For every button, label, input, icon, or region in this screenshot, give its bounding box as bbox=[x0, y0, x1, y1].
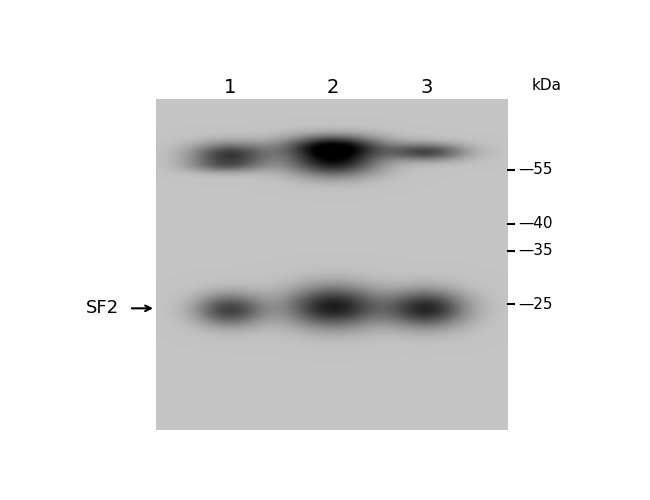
Text: 1: 1 bbox=[224, 78, 236, 97]
Text: 2: 2 bbox=[327, 78, 339, 97]
Text: —55: —55 bbox=[519, 162, 553, 177]
Bar bbox=[81, 60, 156, 445]
Bar bbox=[508, 60, 585, 445]
Bar bbox=[156, 60, 508, 98]
Text: 3: 3 bbox=[420, 78, 432, 97]
Text: —40: —40 bbox=[519, 216, 553, 231]
Text: —35: —35 bbox=[519, 243, 553, 258]
Text: kDa: kDa bbox=[532, 78, 562, 92]
Text: —25: —25 bbox=[519, 297, 553, 312]
Bar bbox=[156, 98, 508, 429]
Bar bbox=[156, 430, 508, 445]
Text: SF2: SF2 bbox=[86, 300, 120, 318]
